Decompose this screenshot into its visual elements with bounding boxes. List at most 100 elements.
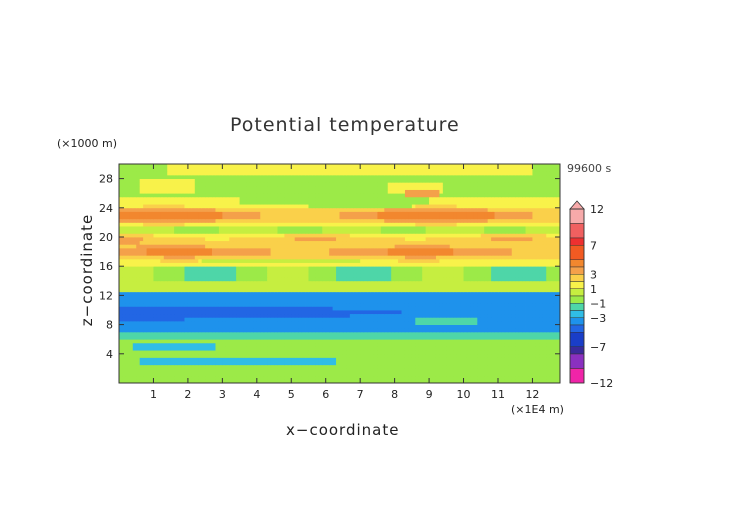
heatmap-cell <box>322 331 327 336</box>
heatmap-cell <box>218 317 223 322</box>
heatmap-cell <box>477 299 482 304</box>
heatmap-cell <box>225 361 230 366</box>
heatmap-cell <box>356 273 361 278</box>
heatmap-cell <box>249 247 254 252</box>
heatmap-cell <box>391 291 396 296</box>
heatmap-cell <box>539 375 544 380</box>
heatmap-cell <box>556 299 561 304</box>
heatmap-cell <box>212 273 216 278</box>
heatmap-cell <box>460 364 464 369</box>
heatmap-cell <box>246 288 251 293</box>
heatmap-cell <box>184 310 189 315</box>
heatmap-cell <box>198 291 203 296</box>
heatmap-cell <box>287 357 292 362</box>
heatmap-cell <box>132 368 137 373</box>
heatmap-cell <box>394 288 399 293</box>
heatmap-cell <box>367 357 371 362</box>
heatmap-cell <box>435 346 440 351</box>
heatmap-cell <box>422 258 427 263</box>
heatmap-cell <box>384 372 389 377</box>
time-stamp: 99600 s <box>567 162 612 175</box>
heatmap-cell <box>236 335 240 340</box>
heatmap-cell <box>460 320 464 325</box>
heatmap-cell <box>249 328 254 333</box>
heatmap-cell <box>539 379 544 384</box>
heatmap-cell <box>346 364 351 369</box>
heatmap-cell <box>222 273 227 278</box>
heatmap-cell <box>508 240 513 245</box>
heatmap-cell <box>346 284 351 289</box>
heatmap-cell <box>229 357 234 362</box>
heatmap-cell <box>404 266 409 271</box>
heatmap-cell <box>311 302 316 307</box>
heatmap-cell <box>456 258 461 263</box>
heatmap-cell <box>205 288 209 293</box>
heatmap-cell <box>132 266 137 271</box>
heatmap-cell <box>201 244 206 249</box>
heatmap-cell <box>218 291 223 296</box>
heatmap-cell <box>322 310 327 315</box>
heatmap-cell <box>332 280 337 285</box>
heatmap-cell <box>401 247 406 252</box>
heatmap-cell <box>415 335 420 340</box>
heatmap-cell <box>294 335 299 340</box>
heatmap-cell <box>318 368 323 373</box>
heatmap-cell <box>198 255 203 260</box>
heatmap-cell <box>415 317 420 322</box>
heatmap-cell <box>153 339 158 344</box>
heatmap-cell <box>542 313 547 318</box>
heatmap-cell <box>453 317 458 322</box>
heatmap-cell <box>150 306 154 311</box>
heatmap-cell <box>435 244 440 249</box>
heatmap-cell <box>218 364 223 369</box>
heatmap-cell <box>453 284 458 289</box>
heatmap-cell <box>373 368 378 373</box>
heatmap-cell <box>528 353 533 358</box>
heatmap-cell <box>435 328 440 333</box>
heatmap-cell <box>215 335 220 340</box>
heatmap-cell <box>415 346 420 351</box>
heatmap-cell <box>260 244 265 249</box>
heatmap-cell <box>453 277 458 282</box>
heatmap-cell <box>267 353 271 358</box>
heatmap-cell <box>511 299 516 304</box>
heatmap-cell <box>146 335 151 340</box>
heatmap-cell <box>525 342 530 347</box>
heatmap-cell <box>194 247 199 252</box>
heatmap-cell <box>394 379 399 384</box>
heatmap-cell <box>411 313 416 318</box>
heatmap-cell <box>339 372 344 377</box>
heatmap-cell <box>277 328 282 333</box>
heatmap-cell <box>460 244 464 249</box>
heatmap-cell <box>556 375 561 380</box>
heatmap-cell <box>260 266 265 271</box>
heatmap-cell <box>511 372 516 377</box>
heatmap-cell <box>125 313 130 318</box>
heatmap-cell <box>408 328 413 333</box>
heatmap-cell <box>494 269 499 274</box>
heatmap-cell <box>181 255 185 260</box>
heatmap-cell <box>449 240 454 245</box>
heatmap-cell <box>449 244 454 249</box>
heatmap-cell <box>270 284 275 289</box>
heatmap-cell <box>260 364 265 369</box>
heatmap-cell <box>456 357 461 362</box>
heatmap-cell <box>377 372 382 377</box>
heatmap-cell <box>404 328 409 333</box>
heatmap-cell <box>236 313 240 318</box>
heatmap-cell <box>449 342 454 347</box>
heatmap-cell <box>181 273 185 278</box>
heatmap-cell <box>411 288 416 293</box>
heatmap-cell <box>218 244 223 249</box>
heatmap-cell <box>549 342 554 347</box>
heatmap-cell <box>201 306 206 311</box>
heatmap-cell <box>150 240 154 245</box>
heatmap-cell <box>194 379 199 384</box>
heatmap-cell <box>377 339 382 344</box>
heatmap-cell <box>535 251 540 256</box>
heatmap-cell <box>394 284 399 289</box>
heatmap-cell <box>260 339 265 344</box>
heatmap-cell <box>122 335 127 340</box>
heatmap-cell <box>322 339 327 344</box>
